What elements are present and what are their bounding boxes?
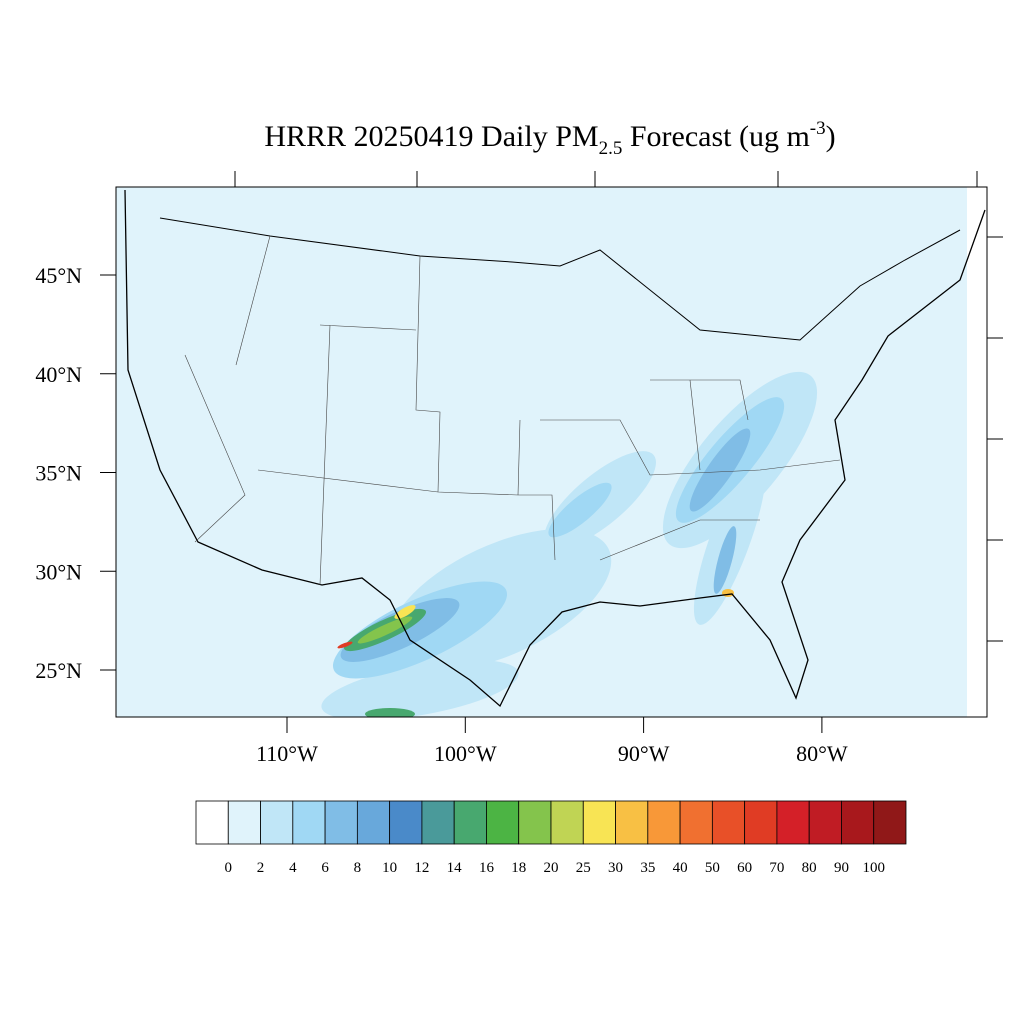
title: HRRR 20250419 Daily PM2.5 Forecast (ug m… (264, 118, 835, 159)
colorbar-label: 20 (544, 860, 559, 876)
title-part: HRRR 20250419 Daily PM (264, 120, 598, 153)
colorbar-label: 90 (834, 860, 849, 876)
colorbar-box (260, 800, 294, 845)
colorbar-label: 6 (321, 860, 329, 876)
title-subscript: 2.5 (599, 138, 623, 159)
colorbar-box (195, 800, 229, 845)
map-frame (115, 186, 988, 718)
colorbar-label: 60 (737, 860, 752, 876)
colorbar-label: 0 (225, 860, 233, 876)
colorbar-box (389, 800, 423, 845)
latitude-label: 25°N (35, 658, 82, 683)
colorbar-box (647, 800, 681, 845)
colorbar-label: 14 (447, 860, 463, 876)
latitude-label: 30°N (35, 559, 82, 584)
colorbar-box (324, 800, 358, 845)
colorbar-label: 25 (576, 860, 591, 876)
colorbar-box (841, 800, 875, 845)
colorbar-label: 70 (769, 860, 784, 876)
latitude-label: 35°N (35, 461, 82, 486)
colorbar-label: 2 (257, 860, 265, 876)
colorbar-label: 40 (673, 860, 688, 876)
colorbar-label: 18 (511, 860, 526, 876)
colorbar-box (453, 800, 487, 845)
colorbar-label: 35 (640, 860, 655, 876)
colorbar-box (518, 800, 552, 845)
colorbar-box (227, 800, 261, 845)
colorbar-label: 80 (802, 860, 817, 876)
colorbar-label: 12 (414, 860, 429, 876)
colorbar-box (421, 800, 455, 845)
colorbar-label: 10 (382, 860, 397, 876)
colorbar-box (615, 800, 649, 845)
longitude-label: 110°W (256, 741, 318, 766)
colorbar-label: 4 (289, 860, 297, 876)
colorbar-box (776, 800, 810, 845)
map-area (116, 187, 987, 717)
title-part: ) (826, 120, 836, 153)
colorbar-label: 50 (705, 860, 720, 876)
latitude-label: 40°N (35, 362, 82, 387)
colorbar-label: 30 (608, 860, 623, 876)
colorbar-box (356, 800, 391, 845)
title-superscript: -3 (810, 118, 826, 139)
colorbar-label: 8 (354, 860, 362, 876)
frame-ticks (234, 171, 1003, 642)
colorbar-box (582, 800, 616, 845)
colorbar-box (744, 800, 778, 845)
colorbar-box (550, 800, 584, 845)
title-part: Forecast (ug m (622, 120, 809, 153)
longitude-label: 80°W (796, 741, 848, 766)
colorbar-box (292, 800, 326, 845)
longitude-label: 90°W (618, 741, 670, 766)
colorbar-box (711, 800, 746, 845)
colorbar-box (873, 800, 907, 845)
longitude-label: 100°W (434, 741, 497, 766)
latitude-label: 45°N (35, 263, 82, 288)
colorbar-box (486, 800, 520, 845)
colorbar-label: 100 (862, 860, 885, 876)
colorbar-label: 16 (479, 860, 495, 876)
colorbar-box (808, 800, 842, 845)
colorbar-box (679, 800, 713, 845)
